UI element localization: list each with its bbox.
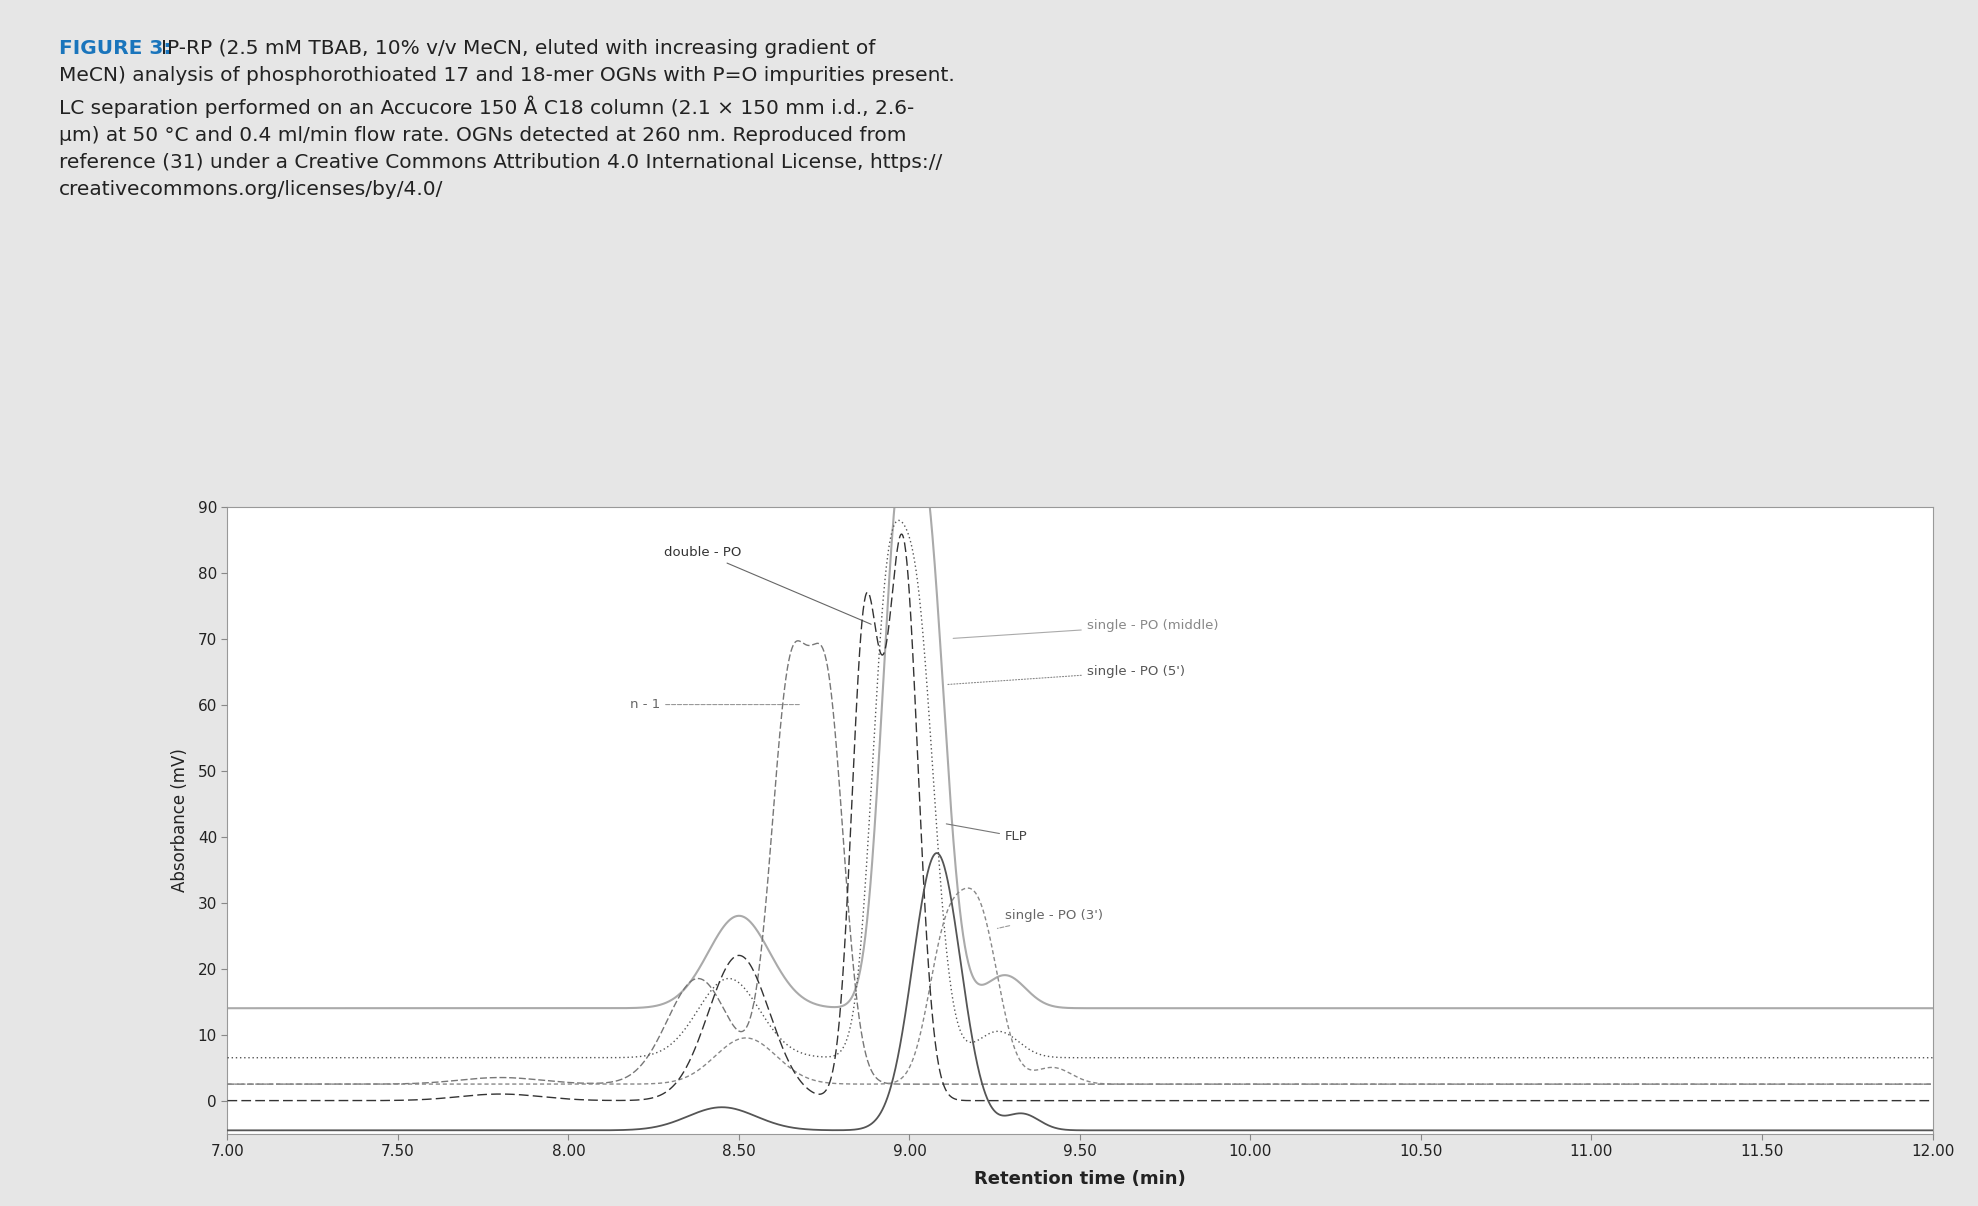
- Text: FLP: FLP: [945, 824, 1029, 843]
- Text: single - PO (5'): single - PO (5'): [945, 665, 1185, 685]
- X-axis label: Retention time (min): Retention time (min): [973, 1170, 1187, 1188]
- Text: single - PO (3'): single - PO (3'): [997, 909, 1104, 929]
- Text: IP-RP (2.5 mM TBAB, 10% v/v MeCN, eluted with increasing gradient of
MeCN) analy: IP-RP (2.5 mM TBAB, 10% v/v MeCN, eluted…: [59, 39, 955, 199]
- Text: single - PO (middle): single - PO (middle): [953, 619, 1218, 638]
- Text: n - 1: n - 1: [629, 698, 799, 712]
- Text: double - PO: double - PO: [665, 546, 870, 625]
- Text: FIGURE 3:: FIGURE 3:: [59, 39, 172, 58]
- Y-axis label: Absorbance (mV): Absorbance (mV): [172, 748, 190, 892]
